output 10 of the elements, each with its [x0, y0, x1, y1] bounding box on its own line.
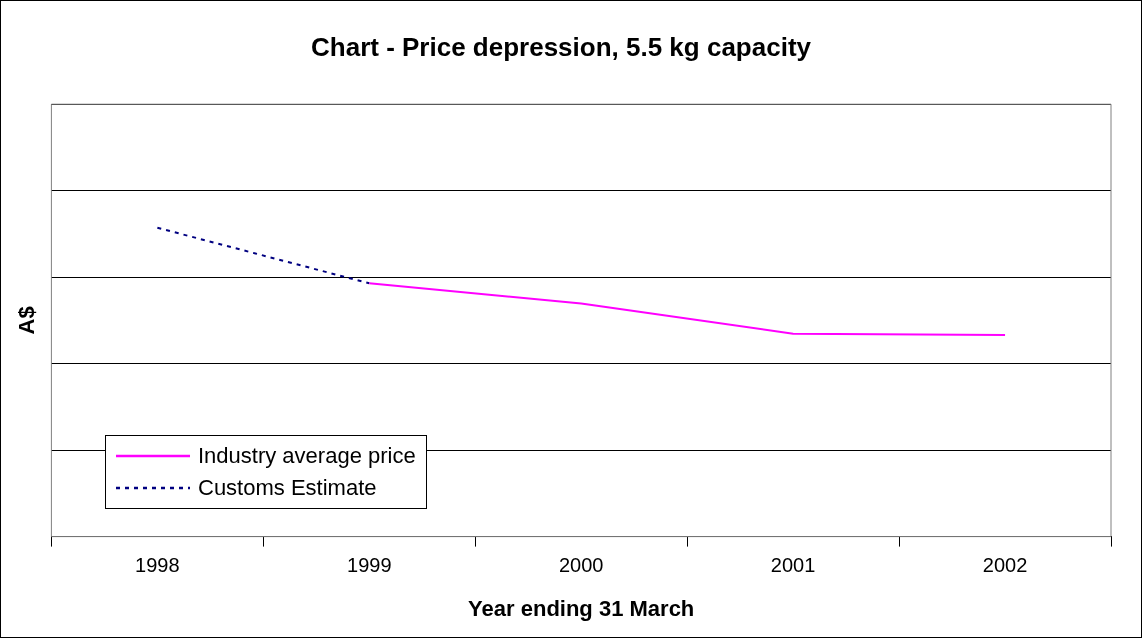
x-axis-title: Year ending 31 March	[468, 595, 695, 621]
y-axis-title: A$	[14, 306, 40, 335]
x-tick-label: 2002	[982, 554, 1028, 577]
chart-title: Chart - Price depression, 5.5 kg capacity	[311, 31, 812, 62]
x-tick-label: 1998	[135, 554, 180, 577]
legend-label: Customs Estimate	[198, 475, 377, 501]
legend-label: Industry average price	[198, 443, 416, 469]
x-tick-label: 1999	[347, 554, 392, 577]
x-tick-label: 2001	[770, 554, 816, 577]
x-tick-label: 2000	[558, 554, 604, 577]
